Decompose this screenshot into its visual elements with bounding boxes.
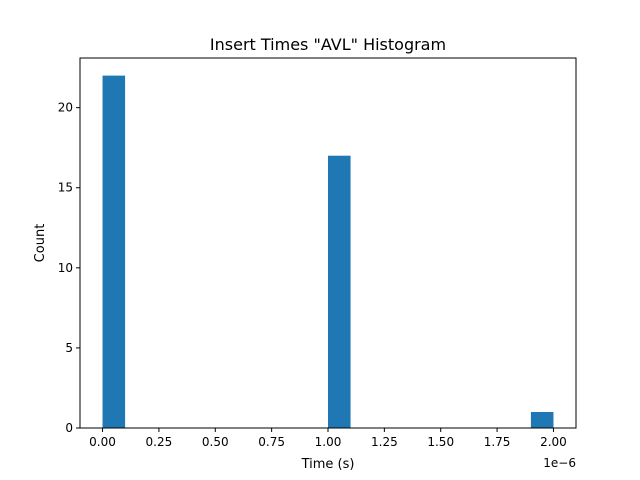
- x-tick-label: 1.50: [427, 435, 454, 449]
- y-tick-label: 5: [65, 341, 73, 355]
- x-tick-label: 0.00: [89, 435, 116, 449]
- x-tick-label: 2.00: [540, 435, 567, 449]
- y-tick-label: 15: [58, 181, 73, 195]
- histogram-bar-2: [530, 411, 554, 428]
- x-offset-label: 1e−6: [543, 456, 576, 470]
- bars-group: [102, 75, 554, 428]
- x-tick-label: 0.25: [146, 435, 173, 449]
- x-tick-label: 1.75: [484, 435, 511, 449]
- y-tick-label: 0: [65, 421, 73, 435]
- chart-title: Insert Times "AVL" Histogram: [210, 35, 446, 54]
- y-axis-label: Count: [33, 224, 48, 263]
- x-axis-label: Time (s): [301, 457, 355, 472]
- y-axis-ticks: 0 5 10 15 20: [58, 101, 80, 435]
- y-tick-label: 10: [58, 261, 73, 275]
- x-tick-label: 1.25: [371, 435, 398, 449]
- x-tick-label: 1.00: [315, 435, 342, 449]
- x-tick-label: 0.75: [258, 435, 285, 449]
- y-tick-label: 20: [58, 101, 73, 115]
- x-tick-label: 0.50: [202, 435, 229, 449]
- histogram-bar-1: [328, 155, 351, 428]
- x-axis-ticks: 0.00 0.25 0.50 0.75 1.00 1.25 1.50 1.75 2.00: [89, 428, 567, 449]
- histogram-bar-0: [102, 75, 126, 428]
